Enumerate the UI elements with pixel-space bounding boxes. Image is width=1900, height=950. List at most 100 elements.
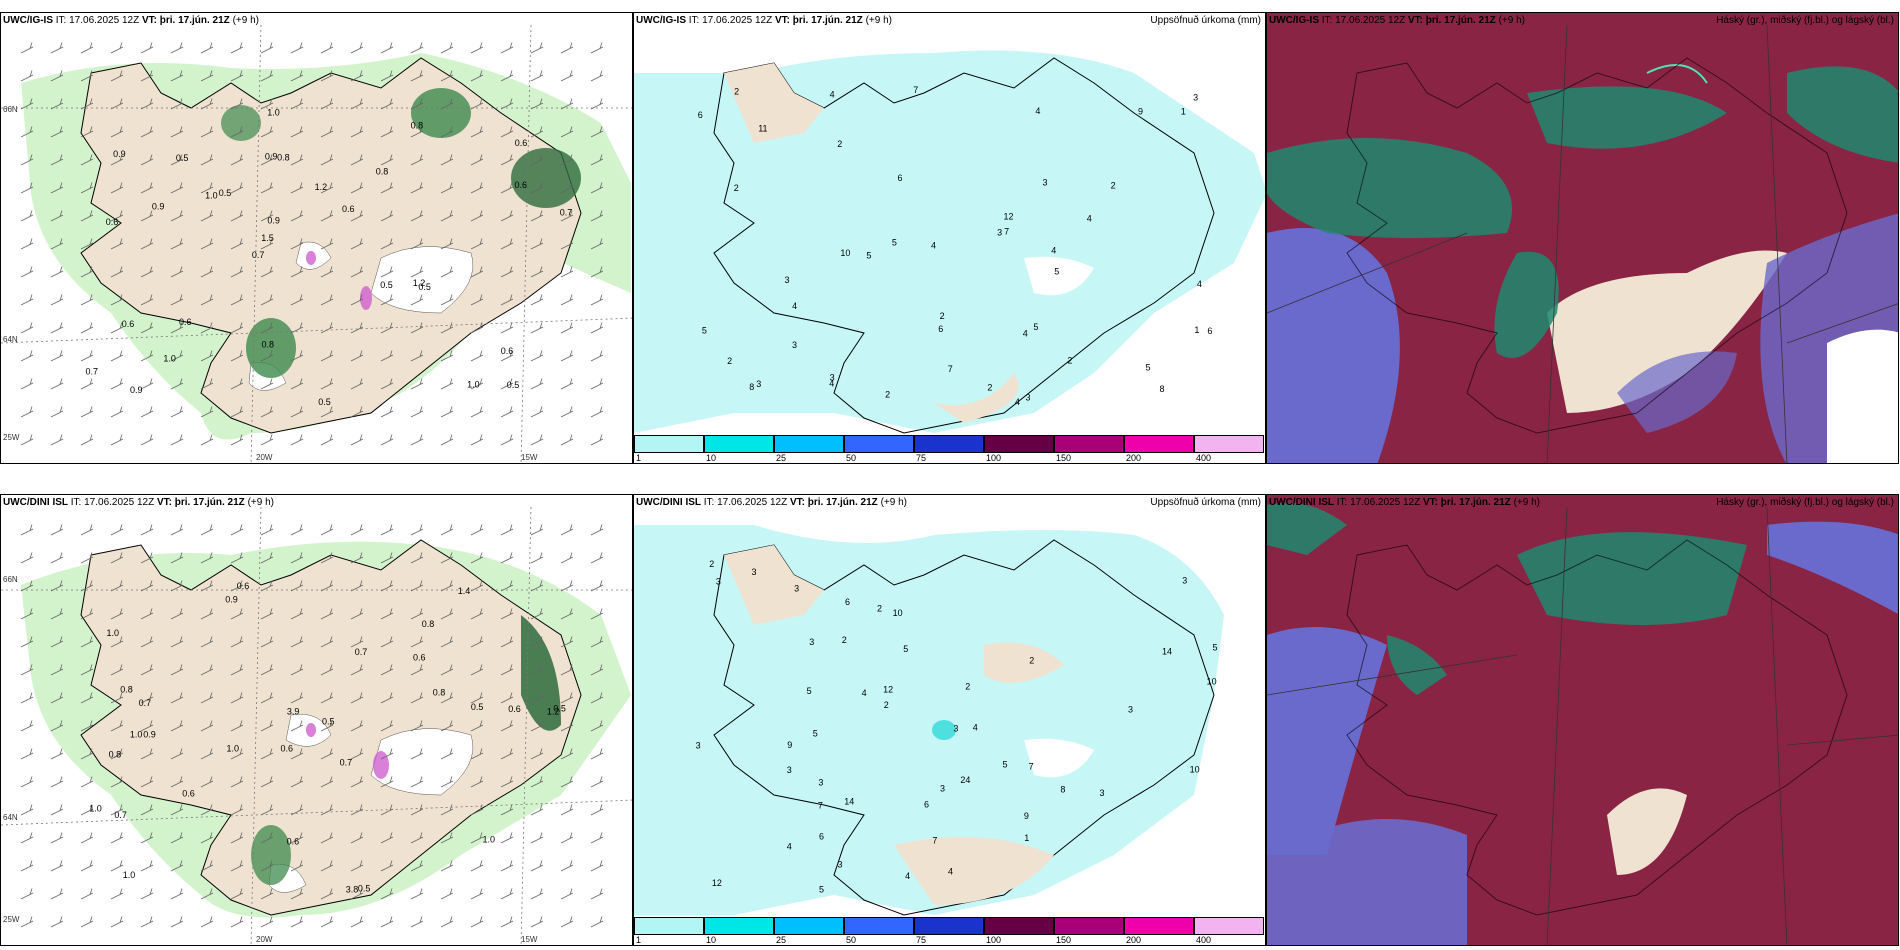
- wind-barb: [230, 154, 244, 166]
- value-label: 6: [845, 597, 850, 607]
- wind-barb: [230, 42, 244, 54]
- wind-barb: [500, 182, 514, 194]
- wind-barb: [80, 434, 94, 446]
- value-label: 0.6: [106, 217, 119, 227]
- value-label: 1.0: [483, 835, 496, 845]
- wind-barb: [200, 552, 214, 564]
- wind-barb: [440, 98, 454, 110]
- wind-barb: [350, 378, 364, 390]
- value-label: 3: [830, 373, 835, 383]
- wind-barb: [350, 664, 364, 676]
- wind-barb: [110, 832, 124, 844]
- wind-barb: [230, 70, 244, 82]
- wind-barb: [200, 580, 214, 592]
- wind-barb: [530, 126, 544, 138]
- legend-swatch: [844, 917, 914, 935]
- wind-barb: [230, 916, 244, 928]
- wind-barb: [590, 350, 604, 362]
- wind-barb: [590, 888, 604, 900]
- precip-values: 0.50.60.60.70.80.90.91.20.60.50.71.00.80…: [86, 108, 573, 408]
- wind-barb: [590, 832, 604, 844]
- wind-barb: [590, 804, 604, 816]
- wind-barb: [200, 154, 214, 166]
- wind-barb: [350, 916, 364, 928]
- value-label: 5: [892, 237, 897, 247]
- wind-barb: [410, 916, 424, 928]
- wind-barb: [230, 182, 244, 194]
- wind-barb: [590, 182, 604, 194]
- wind-barb: [290, 664, 304, 676]
- wind-barb: [260, 552, 274, 564]
- iceland-landmass: [80, 57, 582, 434]
- wind-barb: [230, 98, 244, 110]
- wind-barb: [290, 434, 304, 446]
- wind-barb: [110, 608, 124, 620]
- legend-swatch: [984, 435, 1054, 453]
- legend-tick: 25: [776, 935, 787, 945]
- wind-barb: [380, 580, 394, 592]
- wind-barb: [410, 524, 424, 536]
- wind-barb: [380, 266, 394, 278]
- wind-barb: [380, 42, 394, 54]
- wind-barb: [350, 608, 364, 620]
- panel-title: Hásky (gr.), miðský (fj.bl.) og lágský (…: [1716, 497, 1894, 508]
- wind-barb: [470, 182, 484, 194]
- wind-barb: [500, 154, 514, 166]
- value-label: 9: [787, 740, 792, 750]
- wind-barb: [200, 42, 214, 54]
- wind-barb: [50, 42, 64, 54]
- wind-barb: [410, 70, 424, 82]
- wind-barb: [80, 42, 94, 54]
- wind-barb: [290, 98, 304, 110]
- wind-barb: [530, 406, 544, 418]
- wind-barb: [80, 748, 94, 760]
- wind-barb: [230, 322, 244, 334]
- value-label: 1.0: [205, 190, 218, 200]
- wind-barb: [380, 524, 394, 536]
- panel-header: UWC/IG-IS IT: 17.06.2025 12Z VT: þri. 17…: [3, 15, 259, 26]
- wind-barb: [440, 42, 454, 54]
- wind-barb: [140, 832, 154, 844]
- wind-barb: [470, 266, 484, 278]
- value-label: 0.5: [322, 717, 335, 727]
- value-label: 12: [883, 685, 893, 695]
- wind-barb: [200, 608, 214, 620]
- wind-barb: [590, 524, 604, 536]
- wind-barb: [440, 692, 454, 704]
- value-label: 0.7: [340, 758, 353, 768]
- value-label: 2: [987, 382, 992, 392]
- value-label: 3: [1182, 576, 1187, 586]
- value-label: 2: [734, 183, 739, 193]
- wind-barb: [230, 832, 244, 844]
- wind-barb: [110, 776, 124, 788]
- wind-barb: [350, 350, 364, 362]
- value-label: 2: [709, 559, 714, 569]
- wind-barb: [80, 524, 94, 536]
- wind-barb: [380, 664, 394, 676]
- wind-barb: [290, 294, 304, 306]
- wind-barb: [140, 294, 154, 306]
- value-label: 5: [813, 729, 818, 739]
- wind-barb: [530, 608, 544, 620]
- value-label: 6: [1207, 326, 1212, 336]
- wind-barb: [560, 210, 574, 222]
- wind-barb: [170, 524, 184, 536]
- wind-barb: [170, 98, 184, 110]
- wind-barb: [470, 294, 484, 306]
- wind-barb: [290, 266, 304, 278]
- wind-barb: [530, 888, 544, 900]
- wind-barb: [560, 664, 574, 676]
- value-label: 0.7: [252, 250, 265, 260]
- value-label: 0.7: [139, 698, 152, 708]
- wind-barb: [170, 182, 184, 194]
- wind-barb: [440, 748, 454, 760]
- wind-barb: [170, 350, 184, 362]
- wind-barb: [290, 580, 304, 592]
- wind-barb: [440, 378, 454, 390]
- wind-barb: [170, 860, 184, 872]
- wind-barb: [530, 42, 544, 54]
- wind-barb: [500, 692, 514, 704]
- wind-barb: [380, 322, 394, 334]
- wind-barb: [410, 406, 424, 418]
- wind-barb: [260, 524, 274, 536]
